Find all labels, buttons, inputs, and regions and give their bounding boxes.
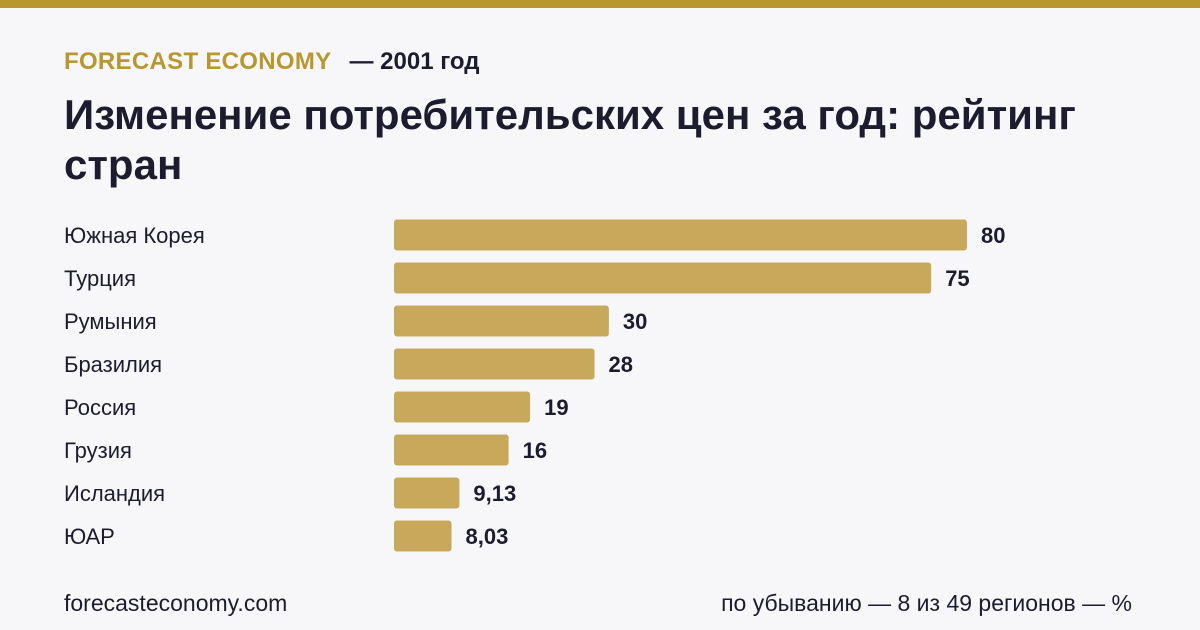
header: FORECAST ECONOMY — 2001 год — [64, 44, 479, 80]
brand-label: FORECAST ECONOMY — [64, 48, 332, 75]
top-accent-bar — [0, 0, 1200, 8]
category-label: ЮАР — [64, 524, 115, 549]
bars-layer: Южная Корея 80 Турция 75 Румыния 30 Бразилия 28… — [64, 219, 1005, 552]
value-label: 8,03 — [466, 524, 509, 549]
value-label: 75 — [945, 266, 969, 291]
footer-note: по убыванию — 8 из 49 регионов — % — [721, 590, 1132, 616]
year-label: — 2001 год — [349, 48, 480, 75]
footer-site[interactable]: forecasteconomy.com — [64, 590, 288, 616]
bar — [394, 305, 609, 337]
chart-title: Изменение потребительских цен за год: ре… — [64, 91, 1076, 188]
bar — [394, 348, 595, 380]
bar — [394, 520, 452, 552]
category-label: Румыния — [64, 309, 157, 334]
bar — [394, 434, 509, 466]
value-label: 28 — [609, 352, 633, 377]
category-label: Грузия — [64, 438, 132, 463]
category-label: Исландия — [64, 481, 165, 506]
category-label: Турция — [64, 266, 136, 291]
bar-chart: Южная Корея 80 Турция 75 Румыния 30 Бразилия 28… — [64, 219, 1005, 552]
bar — [394, 262, 932, 294]
bar — [394, 477, 460, 509]
value-label: 16 — [523, 438, 547, 463]
value-label: 9,13 — [473, 481, 516, 506]
category-label: Бразилия — [64, 352, 162, 377]
category-label: Южная Корея — [64, 223, 205, 248]
value-label: 30 — [623, 309, 647, 334]
value-label: 19 — [544, 395, 568, 420]
bar — [394, 391, 531, 423]
value-label: 80 — [981, 223, 1005, 248]
bar — [394, 219, 967, 251]
category-label: Россия — [64, 395, 136, 420]
